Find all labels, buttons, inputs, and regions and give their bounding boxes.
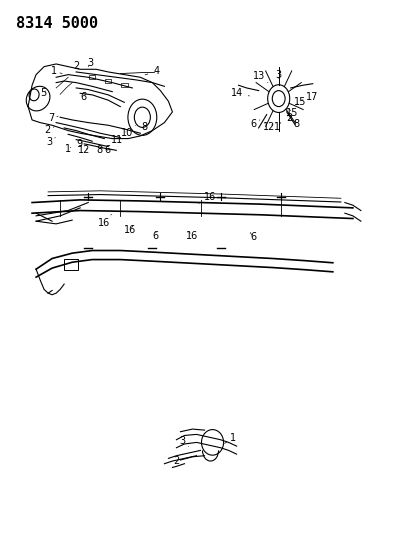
Text: 16: 16 xyxy=(199,192,217,204)
Text: 16: 16 xyxy=(186,231,198,240)
Text: 16: 16 xyxy=(98,214,111,228)
Text: 7: 7 xyxy=(48,114,58,123)
Text: 4: 4 xyxy=(145,67,160,76)
Text: 2: 2 xyxy=(44,125,54,134)
Text: 15: 15 xyxy=(294,98,306,107)
Bar xyxy=(89,75,95,79)
Text: 11: 11 xyxy=(111,135,123,144)
Text: 8: 8 xyxy=(96,146,103,155)
Text: 12: 12 xyxy=(263,122,275,132)
Text: 16: 16 xyxy=(124,225,136,235)
Text: 15: 15 xyxy=(286,108,298,118)
Text: 3: 3 xyxy=(275,70,282,79)
Text: 1: 1 xyxy=(274,122,281,132)
Bar xyxy=(121,83,128,87)
Text: 6: 6 xyxy=(104,146,111,155)
Text: 2: 2 xyxy=(73,61,79,70)
Text: 12: 12 xyxy=(78,146,90,155)
Text: 5: 5 xyxy=(40,88,46,98)
Text: 2: 2 xyxy=(286,114,293,123)
Text: 1: 1 xyxy=(51,67,62,76)
Text: 3: 3 xyxy=(46,138,55,147)
Text: 13: 13 xyxy=(253,71,268,83)
Text: 8: 8 xyxy=(289,119,299,128)
Text: 8: 8 xyxy=(136,122,148,132)
Text: 6: 6 xyxy=(250,119,260,128)
Text: 6: 6 xyxy=(80,92,87,102)
Bar xyxy=(105,79,111,83)
Text: 1: 1 xyxy=(225,433,236,443)
Text: 3: 3 xyxy=(87,58,93,68)
Text: 3: 3 xyxy=(179,437,188,447)
Text: 2: 2 xyxy=(173,454,182,466)
Text: 9: 9 xyxy=(76,140,83,149)
Text: 10: 10 xyxy=(122,128,134,138)
Text: 6: 6 xyxy=(152,231,159,240)
Text: 14: 14 xyxy=(231,88,249,98)
Text: 6: 6 xyxy=(250,232,257,242)
Text: 17: 17 xyxy=(302,92,318,102)
Text: 1: 1 xyxy=(65,144,71,154)
Bar xyxy=(64,259,78,270)
Text: 8314 5000: 8314 5000 xyxy=(16,16,98,31)
